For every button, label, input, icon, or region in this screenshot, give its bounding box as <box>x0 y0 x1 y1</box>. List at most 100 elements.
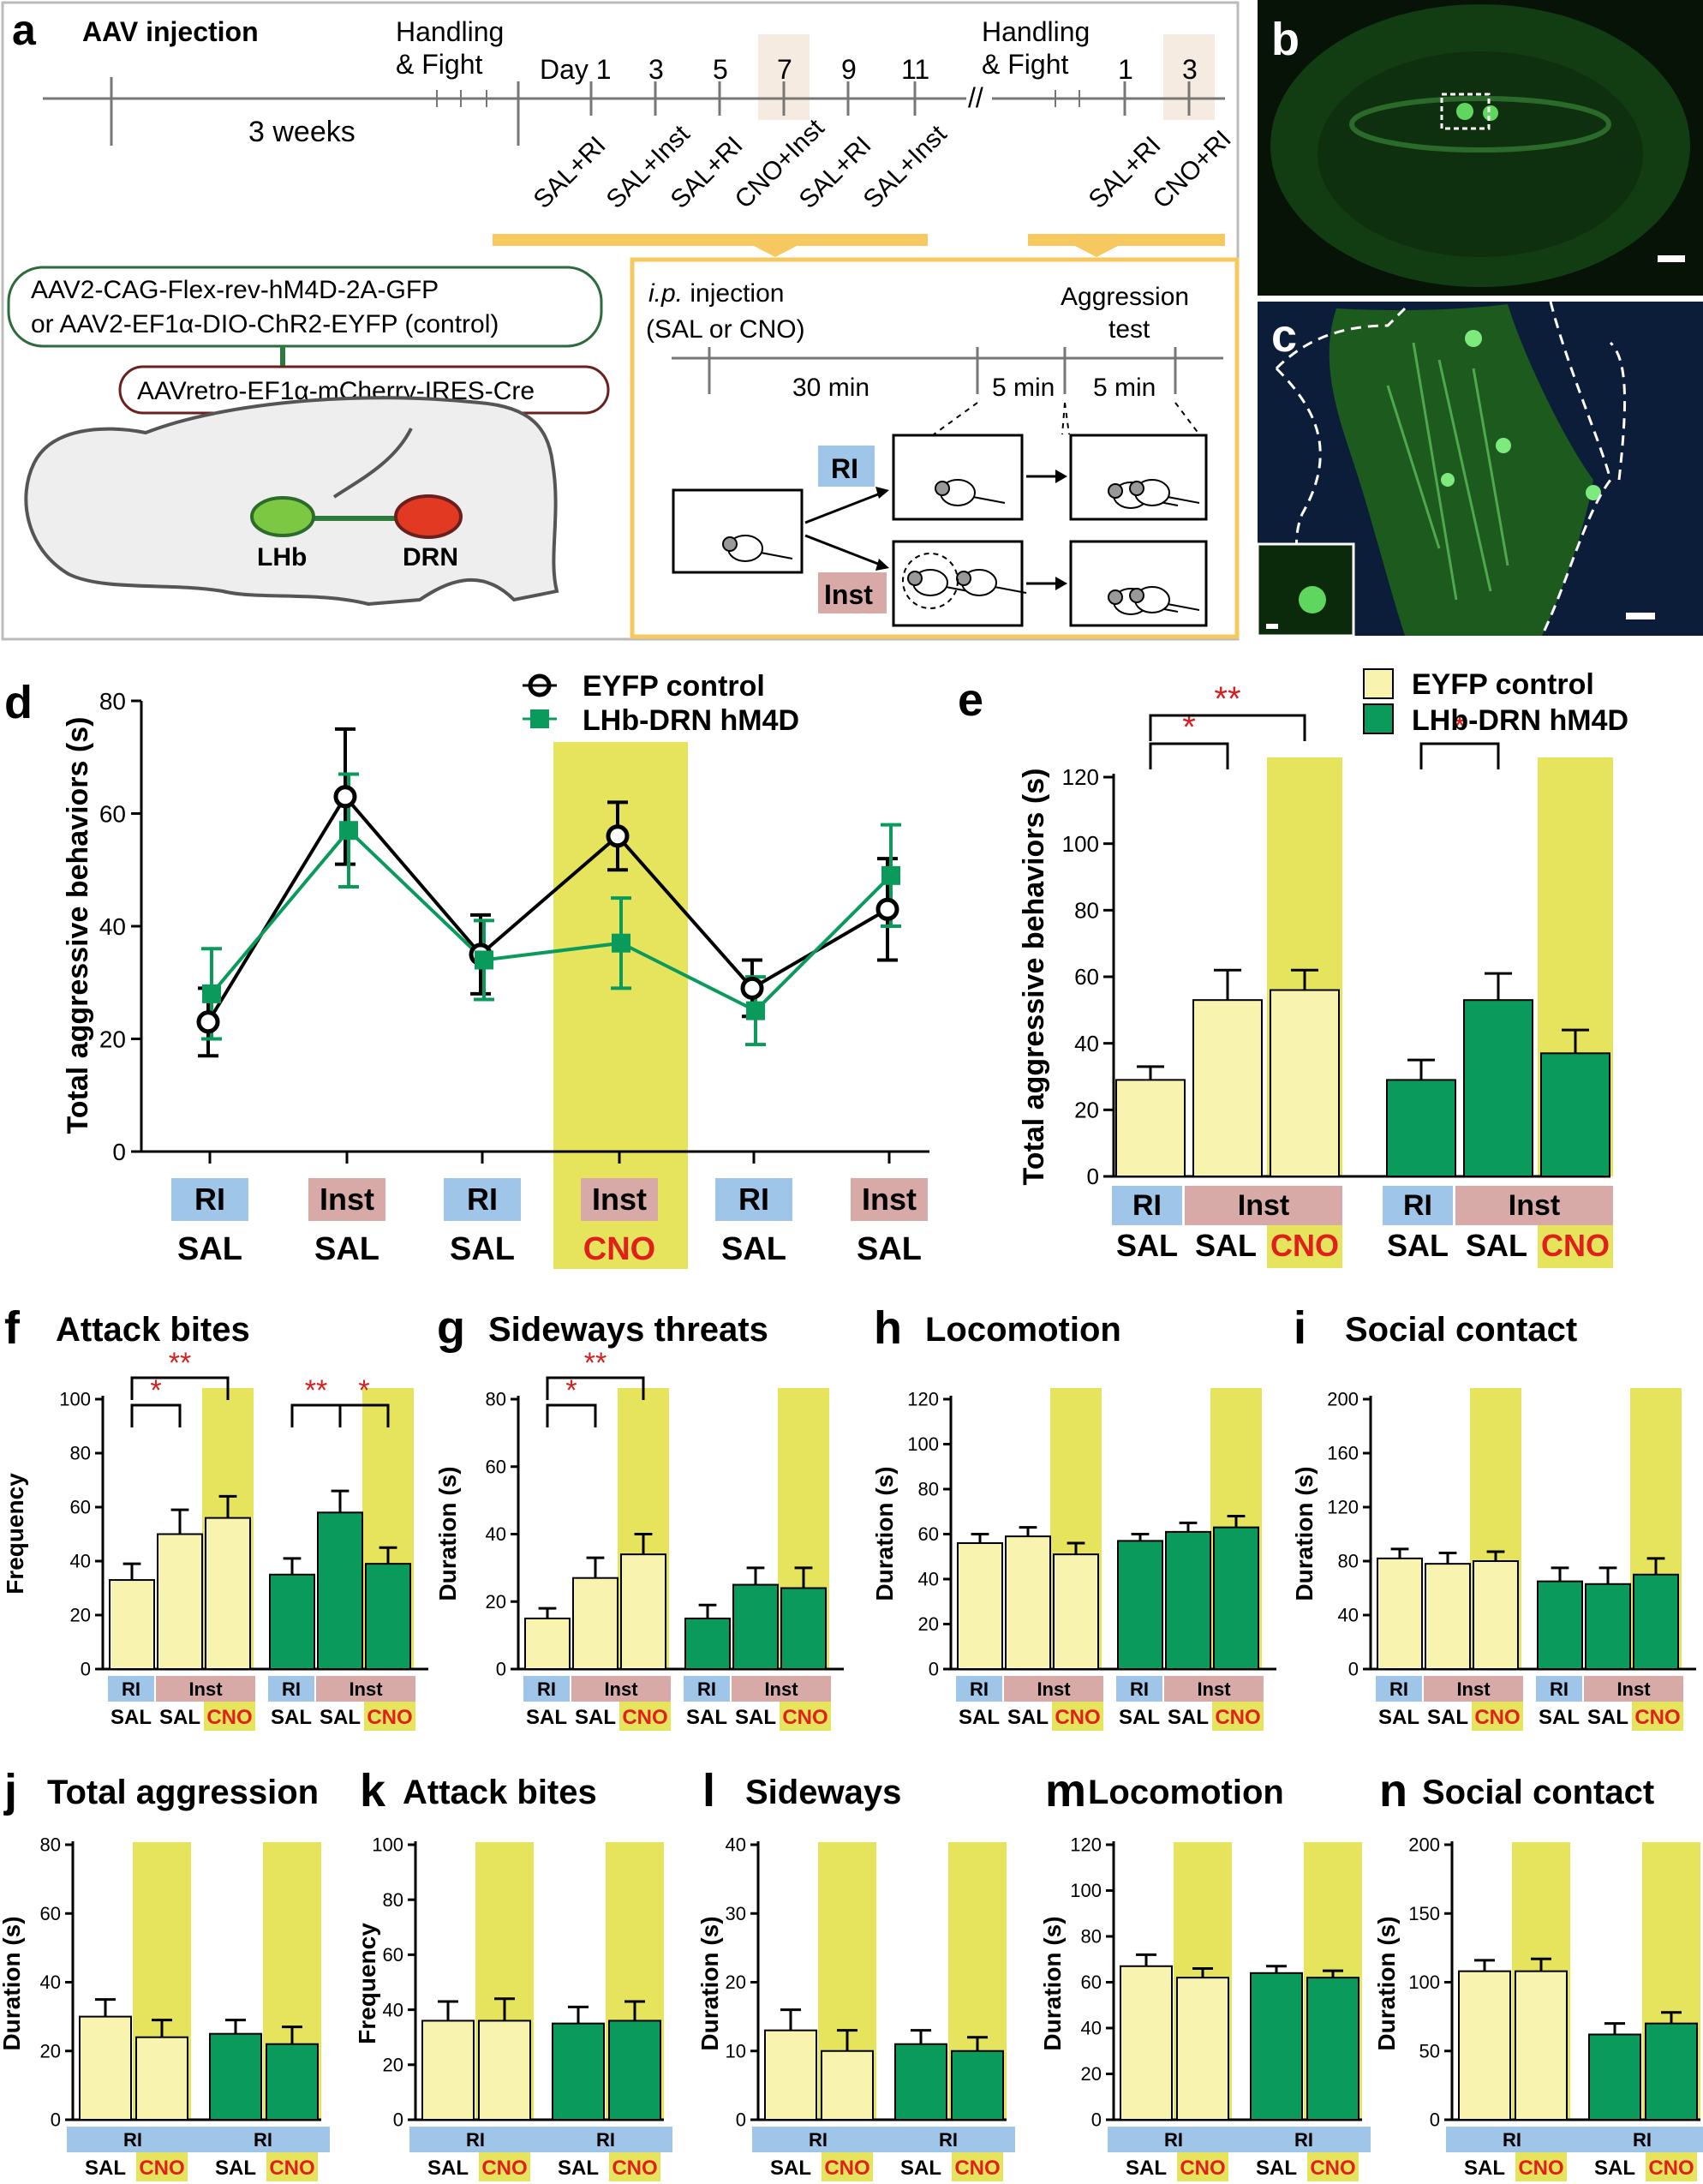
cat-badge-1 <box>308 1178 385 1221</box>
legend-hm4d-label: LHb-DRN hM4D <box>583 704 799 737</box>
cat-bottom-label-1: SAL <box>314 1231 379 1267</box>
l-ri-badge-1 <box>882 2127 1015 2152</box>
j-bar-0-1 <box>135 2036 188 2121</box>
n-bar-1-1 <box>1645 2022 1698 2121</box>
g-bar-1-1 <box>732 1583 779 1670</box>
h-cno-bg-1 <box>1212 1702 1264 1731</box>
i-y-tick-label-160: 160 <box>1327 1443 1359 1464</box>
e-inst-badge-0 <box>1185 1186 1342 1225</box>
h-cno-bg-0 <box>1052 1702 1103 1731</box>
h-y-tick-label-80: 80 <box>918 1479 939 1500</box>
g-y-tick-label-40: 40 <box>486 1523 506 1545</box>
neuron-1 <box>1465 330 1482 347</box>
m-cno-bg-0 <box>1177 2152 1228 2181</box>
g-ri-label-1: RI <box>697 1678 716 1700</box>
h-sal-b-0: SAL <box>1007 1706 1049 1729</box>
test-label: test <box>1108 315 1150 344</box>
day-3: 3 <box>648 54 664 85</box>
m-cno-bg-1 <box>1307 2152 1359 2181</box>
j-y-axis-label: Duration (s) <box>0 1916 25 2050</box>
m-ri-badge-0 <box>1108 2127 1240 2152</box>
e-bar-1-1 <box>1463 999 1533 1178</box>
panel-l-title: Sideways <box>745 1774 901 1811</box>
t5a-label: 5 min <box>992 374 1055 402</box>
n-ri-label-1: RI <box>1633 2129 1652 2151</box>
aav-injection-label: AAV injection <box>82 16 259 47</box>
e-y-tick-label-20: 20 <box>1074 1097 1099 1122</box>
day-11: 11 <box>901 54 929 85</box>
bracket-bar-2 <box>1028 234 1225 246</box>
session-labels: SAL+RISAL+InstSAL+RICNO+InstSAL+RISAL+In… <box>529 113 1237 214</box>
l-y-tick-label-30: 30 <box>726 1903 746 1924</box>
l-bar-1-1 <box>951 2049 1004 2121</box>
j-bar-1-0 <box>209 2032 262 2121</box>
l-ri-badge-0 <box>752 2127 885 2152</box>
cat-badge-5 <box>851 1178 928 1221</box>
panel-h: h Locomotion 0 20 40 60 80 100 120 Duration (s) RI… <box>871 1302 1276 1731</box>
f-bar-1-1 <box>317 1511 363 1671</box>
g-bar-1-2 <box>780 1587 827 1670</box>
g-sig-bracket-0 <box>546 1403 597 1427</box>
hippocampus-band <box>1349 96 1611 153</box>
j-ri-label-0: RI <box>123 2129 142 2151</box>
boundary-top <box>1609 341 1627 481</box>
h-bar-0-0 <box>957 1542 1003 1670</box>
h-inst-label-0: Inst <box>1037 1678 1071 1700</box>
f-ri-badge-1 <box>268 1676 314 1702</box>
arrow-ri-head <box>875 487 889 499</box>
m-y-tick-label-100: 100 <box>1070 1880 1102 1901</box>
mouse-head-0 <box>722 536 738 552</box>
panel-i-title: Social contact <box>1345 1311 1577 1349</box>
f-sal-b-0: SAL <box>159 1706 200 1729</box>
l-bar-0-1 <box>821 2049 874 2121</box>
virus-1b: or AAV2-EF1α-DIO-ChR2-EYFP (control) <box>31 310 499 338</box>
h-y-tick-label-120: 120 <box>907 1389 939 1410</box>
j-y-tick-label-80: 80 <box>40 1834 61 1856</box>
n-y-tick-label-0: 0 <box>1430 2109 1440 2131</box>
k-y-tick-label-100: 100 <box>372 1834 403 1856</box>
h-ri-badge-0 <box>956 1676 1002 1702</box>
f-y-tick-label-20: 20 <box>70 1605 91 1626</box>
m-bar-1-0 <box>1250 1972 1303 2121</box>
e-y-tick-label-100: 100 <box>1062 831 1099 857</box>
e-legend-control-label: EYFP control <box>1412 668 1594 701</box>
e-y-tick-label-40: 40 <box>1074 1031 1099 1056</box>
m-y-tick-label-0: 0 <box>1091 2109 1102 2131</box>
n-y-axis-label: Duration (s) <box>1373 1916 1400 2050</box>
k-y-tick-label-0: 0 <box>393 2109 403 2131</box>
panel-k: k Attack bites 0 20 40 60 80 100 Frequency RI SAL C… <box>354 1765 672 2181</box>
panel-d-letter: d <box>4 677 33 728</box>
h-sal-a-1: SAL <box>1119 1706 1160 1729</box>
t5b-label: 5 min <box>1093 374 1156 402</box>
j-bar-1-1 <box>266 2043 319 2121</box>
panel-a: a AAV injection // Handling & Fight Hand… <box>1 1 1240 641</box>
y-tick-label-0: 0 <box>112 1139 126 1165</box>
neuron-4 <box>1586 485 1601 500</box>
f-sal-b-1: SAL <box>320 1706 361 1729</box>
e-y-tick-label-60: 60 <box>1074 964 1099 990</box>
mouse-tail-7 <box>1167 603 1200 611</box>
lhb-region <box>250 496 315 537</box>
timeline-break: // <box>968 82 983 113</box>
scale-bar-c <box>1626 613 1655 619</box>
virus-1a: AAV2-CAG-Flex-rev-hM4D-2A-GFP <box>31 276 439 304</box>
panel-b-letter: b <box>1271 14 1300 65</box>
f-y-tick-label-0: 0 <box>81 1659 91 1680</box>
e-ri-label-0: RI <box>1132 1189 1162 1222</box>
l-cno-0: CNO <box>824 2157 869 2180</box>
e-cno-label-0: CNO <box>1270 1228 1339 1263</box>
panel-m-letter: m <box>1045 1765 1086 1816</box>
k-bar-0-1 <box>478 2019 531 2121</box>
h-cno-0: CNO <box>1055 1706 1100 1729</box>
f-cno-0: CNO <box>206 1706 252 1729</box>
g-inst-badge-1 <box>732 1676 831 1702</box>
brain-ventricle <box>332 428 413 499</box>
k-sal-1: SAL <box>558 2157 599 2180</box>
f-ri-badge-0 <box>108 1676 154 1702</box>
e-bar-0-0 <box>1115 1079 1186 1177</box>
panel-i-letter: i <box>1294 1302 1306 1354</box>
n-sal-0: SAL <box>1464 2157 1505 2180</box>
k-cno-bg-0 <box>479 2152 530 2181</box>
panel-g-title: Sideways threats <box>488 1311 768 1349</box>
e-sig-bracket-0 <box>1149 742 1229 769</box>
